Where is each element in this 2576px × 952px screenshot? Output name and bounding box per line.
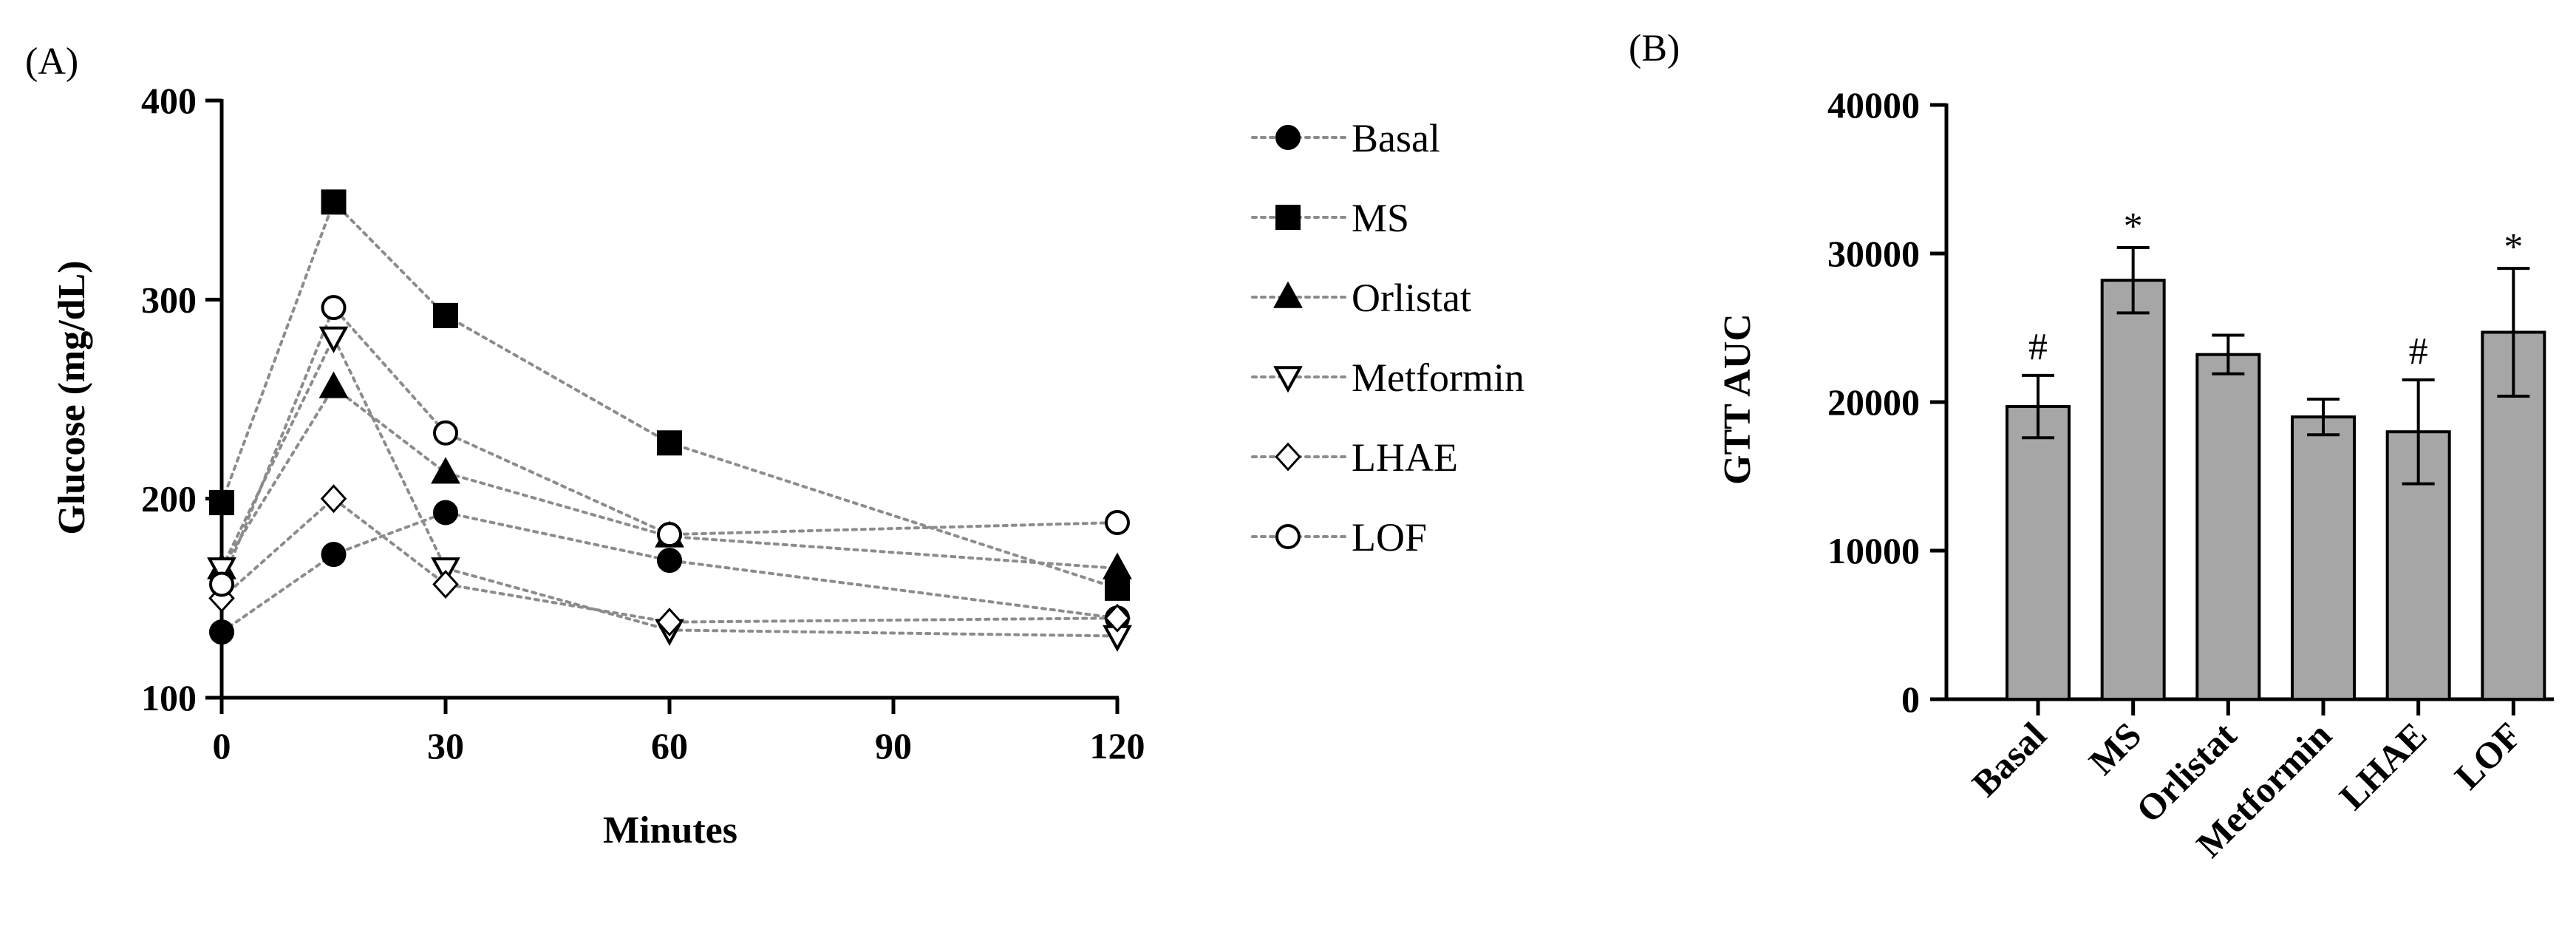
data-point-metformin [207, 557, 236, 585]
panel-a-markers [207, 189, 1132, 652]
panel-a-legend: Basal MS Orlistat Metformin LHAE LOF [1251, 116, 1524, 560]
y-tick-label: 300 [141, 279, 197, 320]
x-tick-label: 60 [651, 725, 688, 766]
data-point-lof [433, 420, 458, 446]
data-point-ms [433, 302, 458, 328]
y-tick-label: 10000 [1827, 530, 1920, 571]
bar-basal [2006, 405, 2071, 701]
legend-label: MS [1352, 196, 1409, 240]
data-point-lhae [1104, 603, 1131, 633]
legend-label: Orlistat [1352, 276, 1471, 320]
data-point-lof [209, 571, 234, 597]
legend-item-lof: LOF [1251, 515, 1427, 560]
x-tick-label-lhae: LHAE [2331, 714, 2435, 817]
y-tick-label: 30000 [1827, 233, 1920, 274]
bar-ms [2100, 279, 2166, 701]
legend-marker [1273, 281, 1303, 308]
y-tick-label: 40000 [1827, 84, 1920, 126]
data-point-orlistat [431, 457, 460, 484]
panel-b-y-axis-title: GTT AUC [1717, 313, 1759, 485]
series-line-metformin [220, 333, 1119, 638]
legend-label: Basal [1352, 116, 1440, 160]
significance-hash: # [2028, 326, 2048, 368]
data-point-ms [1105, 575, 1130, 601]
legend-label: LHAE [1352, 435, 1458, 480]
data-point-orlistat [318, 371, 349, 398]
bar-orlistat [2195, 353, 2261, 701]
legend-item-lhae: LHAE [1251, 435, 1458, 480]
error-bar-metformin [2307, 397, 2340, 437]
y-tick-label: 200 [141, 478, 197, 520]
legend-marker [1275, 205, 1301, 230]
panel-b-label: (B) [1629, 27, 1680, 69]
y-tick-label: 400 [141, 80, 197, 121]
series-line-lhae [220, 497, 1119, 624]
error-bar-lhae [2402, 378, 2435, 486]
y-tick-label: 0 [1901, 679, 1920, 720]
data-point-orlistat [1103, 552, 1132, 579]
legend-marker [1275, 524, 1301, 549]
legend-label: Metformin [1352, 356, 1524, 400]
x-tick-label: 120 [1090, 725, 1145, 766]
significance-hash: # [2409, 330, 2428, 373]
data-point-lof [321, 295, 347, 321]
x-tick-label-basal: Basal [1964, 714, 2054, 804]
data-point-basal [433, 500, 458, 526]
error-bar-orlistat [2212, 333, 2245, 375]
data-point-basal [321, 542, 347, 568]
legend-item-metformin: Metformin [1251, 356, 1524, 400]
legend-item-basal: Basal [1251, 116, 1440, 160]
panel-a-axes: 0 30 60 90 120 100 200 300 400 [141, 80, 1145, 766]
error-bar-basal [2022, 373, 2054, 440]
legend-label: LOF [1352, 515, 1427, 560]
data-point-metformin [318, 326, 349, 353]
series-line-lof [220, 305, 1119, 586]
legend-item-orlistat: Orlistat [1251, 276, 1471, 320]
data-point-ms [209, 490, 234, 516]
error-bar-ms [2116, 245, 2150, 315]
y-tick-label: 100 [141, 677, 197, 718]
panel-b-bars: # * # * [2006, 205, 2546, 701]
panel-a-y-axis-title: Glucose (mg/dL) [51, 260, 93, 534]
x-tick-label: 90 [875, 725, 912, 766]
panel-a: (A) 0 30 60 90 120 100 200 300 400 Minutes Gluco… [25, 41, 1524, 851]
significance-star: * [2124, 205, 2143, 248]
x-tick-label-lof: LOF [2447, 714, 2529, 797]
data-point-ms [657, 430, 682, 456]
data-point-lof [657, 522, 682, 548]
data-point-lof [1105, 509, 1130, 535]
data-point-ms [321, 189, 347, 215]
panel-a-x-axis-title: Minutes [603, 809, 737, 851]
data-point-basal [209, 619, 234, 645]
x-tick-label: 0 [213, 725, 231, 766]
x-tick-label-ms: MS [2081, 714, 2150, 783]
data-point-lhae [656, 608, 683, 637]
x-tick-label: 30 [427, 725, 464, 766]
panel-a-label: (A) [25, 41, 78, 83]
legend-marker [1275, 125, 1301, 150]
legend-marker [1273, 366, 1303, 393]
data-point-lhae [432, 570, 459, 599]
legend-marker [1275, 442, 1301, 472]
data-point-basal [657, 548, 682, 574]
data-point-lhae [320, 484, 347, 514]
significance-star: * [2504, 226, 2523, 268]
bar-metformin [2291, 415, 2356, 701]
legend-item-ms: MS [1251, 196, 1409, 240]
y-tick-label: 20000 [1827, 381, 1920, 423]
error-bar-lof [2497, 267, 2530, 398]
